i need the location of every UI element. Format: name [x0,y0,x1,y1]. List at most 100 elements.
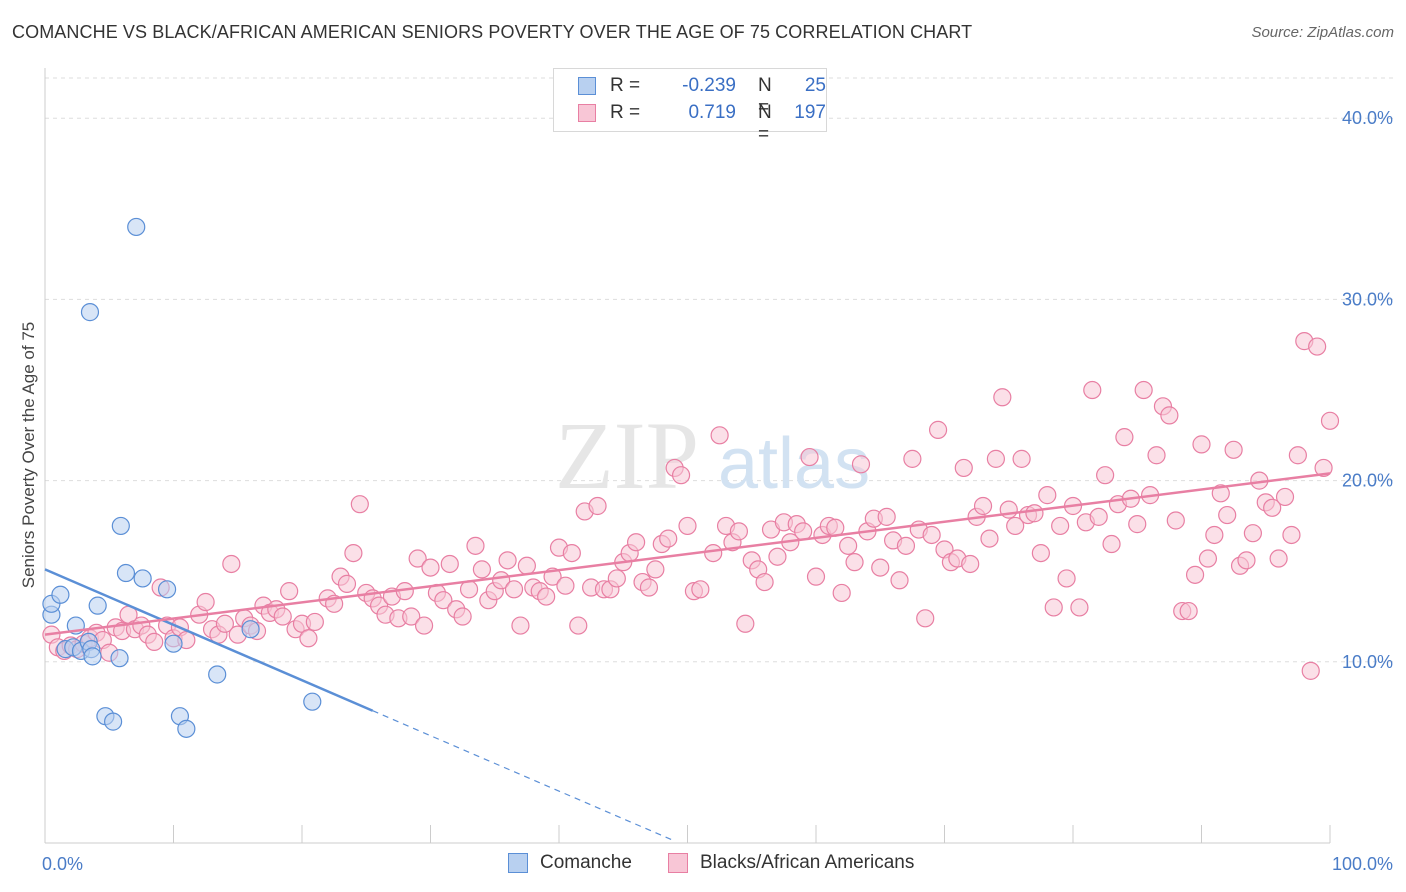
data-point [928,420,948,439]
data-point [273,607,292,626]
data-point [1263,498,1282,517]
data-point [517,556,536,575]
data-point [646,560,665,579]
data-point [556,576,575,595]
data-point [1314,458,1333,478]
data-point [498,551,517,570]
data-point [839,536,858,555]
data-point [110,649,129,668]
y-tick-label: 40.0% [1342,108,1393,128]
data-point [1083,380,1102,400]
y-tick-label: 30.0% [1342,289,1393,309]
data-point [133,569,152,588]
data-point [414,616,434,635]
legend-n-label: N = [758,102,772,145]
legend-r-label: R = [610,75,641,96]
data-point [1320,411,1340,430]
data-point [588,496,607,516]
trend-line [44,568,374,712]
data-point [1006,516,1025,536]
trend-lines [44,472,1331,842]
data-point [1147,446,1166,465]
legend-n-label: N = [758,75,772,118]
data-point [208,665,227,684]
data-point [1198,549,1218,568]
data-point [504,580,524,599]
data-point [607,569,626,588]
data-point [755,572,774,592]
data-point [472,560,491,579]
trend-line [44,472,1331,636]
data-point [1012,449,1031,468]
data-point [1275,487,1295,507]
data-point [164,634,183,653]
x-tick-label: 0.0% [42,854,83,874]
data-point [569,616,588,635]
data-point [1205,525,1224,545]
data-point [511,616,530,635]
legend-r-value: 0.719 [688,102,736,123]
data-point [1237,551,1256,570]
data-point [961,554,980,574]
data-point [1218,505,1237,525]
data-point [896,536,916,555]
y-tick-label: 10.0% [1342,652,1393,672]
data-point [980,529,999,548]
data-point [1224,440,1243,459]
data-point [639,578,659,597]
legend-r-value: -0.239 [682,75,736,96]
data-point [1070,598,1089,617]
y-tick-label: 20.0% [1342,471,1393,491]
legend-swatch-blacks [578,104,596,122]
data-point [1288,446,1307,465]
bottom-legend-swatch-blacks [668,853,688,873]
data-point [1282,525,1301,545]
data-point [303,692,322,711]
x-tick-label: 100.0% [1332,854,1393,874]
data-point [659,529,678,548]
data-point [111,516,130,536]
data-point [916,609,935,628]
data-point [402,607,421,626]
data-point [768,547,787,566]
data-point [453,607,472,626]
data-point [1301,661,1320,680]
watermark-atlas: atlas [718,424,870,504]
data-point [1057,569,1076,588]
data-point [973,496,993,516]
data-point [1160,406,1179,425]
data-point [1166,511,1185,530]
data-point [954,458,973,478]
data-point [280,582,299,601]
data-point [890,571,909,590]
data-point [434,591,453,610]
data-point [562,543,581,563]
axes [44,68,1331,844]
data-point [440,554,459,574]
data-point [1179,601,1198,621]
data-point [408,549,427,568]
data-point [215,614,234,633]
chart-title: COMANCHE VS BLACK/AFRICAN AMERICAN SENIO… [12,22,973,42]
data-point [993,388,1012,407]
data-point [127,217,146,237]
data-point [986,449,1006,468]
data-point [851,455,871,474]
data-point [51,585,70,604]
data-point [1115,428,1134,447]
trend-line-extension [372,710,675,842]
data-point [1192,435,1211,454]
legend-n-value: 197 [794,102,826,123]
data-point [350,495,369,514]
data-point [1185,565,1205,584]
data-point [116,563,136,583]
data-point [806,567,826,586]
data-point [241,620,260,639]
data-point [421,558,440,577]
data-point [1096,466,1115,485]
data-point [1025,504,1044,523]
series-comanche [42,217,322,738]
source-credit: Source: ZipAtlas.com [1251,24,1394,41]
legend-n-value: 25 [804,75,826,96]
